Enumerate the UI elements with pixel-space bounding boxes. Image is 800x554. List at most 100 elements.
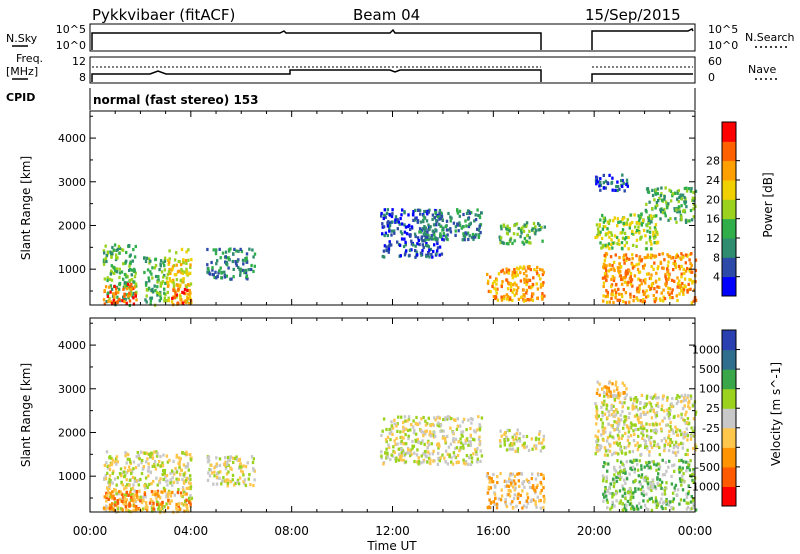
data-cell [509,288,513,292]
data-cell [620,436,623,441]
x-tick-label: 12:00 [375,524,410,538]
data-cell [108,487,111,491]
data-cell [503,224,506,228]
data-cell [629,434,633,438]
data-cell [627,444,630,448]
data-cell [427,225,431,229]
data-cell [467,443,470,447]
data-cell [393,418,396,422]
data-cell [186,452,189,456]
data-cell [595,409,598,413]
data-cell [397,220,400,224]
data-cell [639,299,642,303]
data-cell [137,463,140,467]
data-cell [604,278,608,282]
data-cell [619,392,622,396]
data-cell [468,456,471,460]
data-cell [500,298,504,302]
data-cell [604,243,607,247]
data-cell [540,295,544,299]
data-cell [465,454,469,458]
data-cell [111,490,114,494]
data-cell [380,433,383,437]
data-cell [528,278,532,282]
data-cell [650,284,654,288]
data-cell [407,434,410,438]
data-cell [632,495,635,499]
data-cell [156,503,159,507]
data-cell [638,501,641,505]
data-cell [668,429,671,433]
data-cell [667,465,670,469]
data-cell [531,484,535,488]
data-cell [388,223,392,227]
data-cell [440,211,443,215]
data-cell [432,449,435,453]
data-cell [608,394,611,398]
data-cell [506,227,509,232]
data-cell [504,502,508,506]
data-cell [388,240,391,244]
data-cell [434,208,437,213]
data-cell [234,481,237,485]
data-cell [616,433,620,437]
data-cell [147,286,151,290]
data-cell [695,445,698,449]
colorbar-swatch [722,466,736,487]
data-cell [599,183,603,187]
data-cell [616,459,619,463]
data-cell [382,417,386,421]
data-cell [682,472,685,476]
data-cell [509,483,512,487]
colorbar-swatch [722,330,736,351]
data-cell [642,493,645,497]
data-cell [450,460,453,464]
data-cell [537,228,540,232]
data-cell [118,251,121,255]
data-cell [223,462,226,466]
colorbar-tick-label: 24 [706,174,720,187]
data-cell [106,506,109,510]
data-cell [644,442,648,446]
data-cell [455,461,458,465]
data-cell [393,450,396,455]
data-cell [146,288,149,292]
data-cell [595,417,599,421]
y-tick-label: 2000 [58,219,86,232]
data-cell [631,284,634,288]
data-cell [388,226,391,230]
data-cell [470,421,473,425]
data-cell [187,509,190,513]
data-cell [386,208,389,212]
data-cell [636,408,640,412]
data-cell [679,498,683,502]
data-cell [236,478,240,482]
data-cell [493,484,497,488]
data-cell [220,276,223,280]
data-cell [428,208,431,212]
data-cell [684,413,687,417]
data-cell [654,499,658,503]
data-cell [524,298,528,302]
data-cell [542,445,546,449]
data-cell [175,502,178,507]
power-colorbar-label: Power [dB] [761,172,775,237]
power-data [102,173,698,307]
data-cell [477,233,481,238]
data-cell [476,208,479,212]
data-cell [623,383,626,387]
data-cell [631,449,635,454]
data-cell [104,508,108,512]
data-cell [244,465,248,469]
y-tick-label: 1000 [58,470,86,483]
data-cell [624,471,627,475]
data-cell [153,266,157,270]
data-cell [626,425,629,429]
data-cell [611,246,614,250]
data-cell [160,270,164,274]
data-cell [212,248,215,252]
data-cell [683,200,686,204]
data-cell [401,208,404,212]
data-cell [414,208,417,212]
colorbar-tick-label: 4 [713,271,720,284]
